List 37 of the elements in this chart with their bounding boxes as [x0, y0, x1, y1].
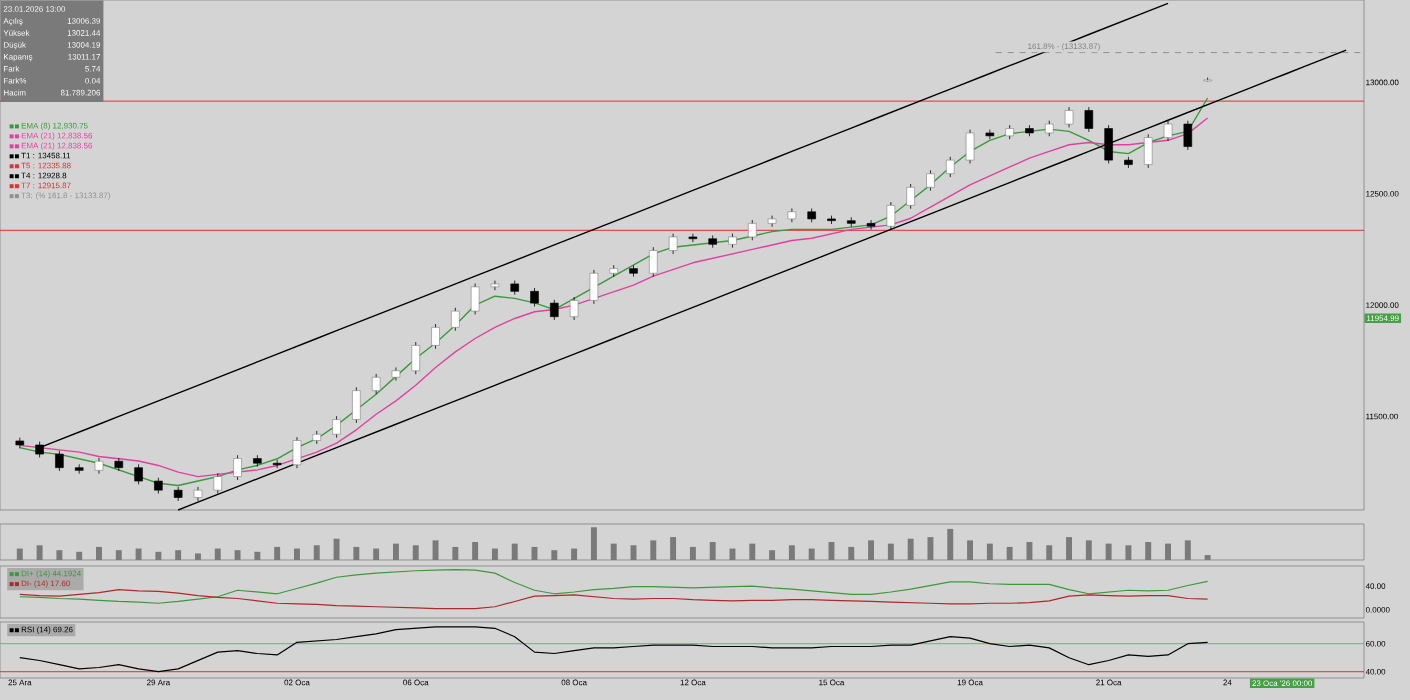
- candlestick: [470, 283, 480, 315]
- candlestick: [530, 287, 539, 307]
- candlestick: [193, 486, 203, 502]
- candlestick: [352, 386, 361, 424]
- candlestick: [1183, 120, 1193, 151]
- candlestick: [332, 415, 341, 439]
- candlestick: [1163, 120, 1173, 142]
- candlestick: [767, 215, 777, 228]
- candlestick: [1084, 106, 1094, 133]
- candlestick: [906, 183, 915, 210]
- candlestick: [569, 296, 579, 321]
- candlestick: [371, 373, 381, 395]
- candlestick: [1143, 133, 1153, 169]
- candlestick: [391, 367, 401, 381]
- candlestick: [668, 233, 678, 255]
- candlestick: [411, 341, 420, 375]
- candlestick: [292, 436, 302, 469]
- candlestick: [748, 219, 757, 241]
- candlestick: [134, 463, 143, 485]
- candlestick: [1064, 106, 1074, 128]
- candlestick: [946, 156, 955, 178]
- candlestick: [94, 457, 104, 475]
- candlestick: [431, 323, 440, 350]
- candlestick: [490, 280, 500, 291]
- candlestick: [451, 307, 460, 332]
- candlestick: [965, 129, 975, 164]
- candlestick: [886, 201, 896, 230]
- candlestick: [55, 450, 64, 472]
- candlestick: [649, 246, 658, 277]
- candlestick: [213, 472, 223, 494]
- candlestick: [787, 208, 797, 223]
- candlestick: [589, 269, 599, 305]
- candlestick: [926, 169, 935, 192]
- candlestick: [550, 299, 559, 321]
- candlestick: [1104, 124, 1113, 164]
- candlestick: [688, 233, 698, 243]
- candlestick: [233, 454, 242, 481]
